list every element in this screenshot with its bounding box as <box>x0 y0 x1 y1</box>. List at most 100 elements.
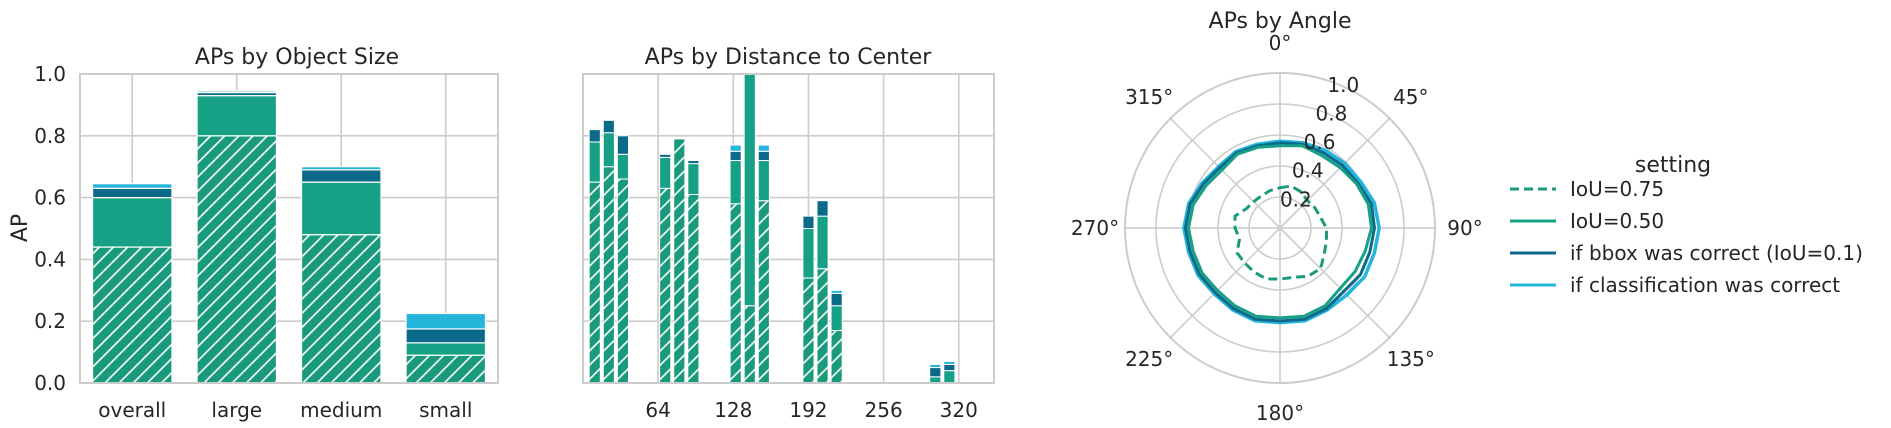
y-tick-label: 0.8 <box>34 124 66 148</box>
bar-medium-0 <box>300 234 382 384</box>
polar-r-label: 0.8 <box>1316 101 1348 125</box>
bar-dist-94-0 <box>687 194 700 384</box>
polar-spoke <box>1279 227 1391 339</box>
bar-dist-130-3 <box>729 144 742 152</box>
polar-spoke <box>1169 117 1281 229</box>
polar-series-1 <box>1187 144 1373 320</box>
x-tick-label: 320 <box>940 398 978 422</box>
polar-angle-label: 0° <box>1269 31 1292 55</box>
bar-dist-70-0 <box>659 187 672 384</box>
bar-small-0 <box>405 354 487 384</box>
polar-series-2 <box>1184 141 1376 323</box>
x-tick-label: 64 <box>645 398 670 422</box>
chart-distance-center: APs by Distance to Center 64 128 192 256 320 <box>582 45 995 422</box>
y-tick-label: 1.0 <box>34 62 66 86</box>
axes-frame <box>582 73 995 384</box>
bar-dist-130-2 <box>729 150 742 162</box>
bar-medium-1 <box>300 181 382 236</box>
bar-dist-312-1 <box>943 370 956 384</box>
legend-title: setting <box>1635 153 1711 178</box>
bar-overall-3 <box>91 183 173 189</box>
bar-overall-2 <box>91 187 173 199</box>
bar-dist-22-0 <box>602 166 615 384</box>
polar-angle-label: 45° <box>1393 85 1428 109</box>
bar-large-3 <box>196 90 278 94</box>
bar-dist-216-3 <box>830 289 843 294</box>
polar-series-0 <box>1233 184 1328 281</box>
bar-overall-0 <box>91 246 173 384</box>
bar-dist-216-2 <box>830 292 843 307</box>
polar-angle-label: 270° <box>1071 216 1119 240</box>
x-tick-label: small <box>419 398 472 422</box>
bar-large-0 <box>196 135 278 384</box>
chart-object-size-ylabel: AP <box>8 214 33 242</box>
bar-overall-1 <box>91 197 173 248</box>
bar-dist-154-1 <box>757 160 770 202</box>
x-tick-label: 256 <box>865 398 903 422</box>
bar-dist-192-2 <box>802 215 815 229</box>
x-tick-label: large <box>211 398 262 422</box>
polar-angle-label: 90° <box>1447 216 1482 240</box>
x-tick-label: medium <box>300 398 382 422</box>
y-tick-label: 0.0 <box>34 371 66 395</box>
bar-dist-34-0 <box>616 178 630 384</box>
bar-dist-142-0 <box>743 305 756 384</box>
bar-small-3 <box>405 312 487 330</box>
polar-angle-label: 315° <box>1125 85 1173 109</box>
legend: setting IoU=0.75 IoU=0.50 if bbox was corr… <box>1510 153 1863 297</box>
x-tick-label: 128 <box>714 398 752 422</box>
bar-dist-312-3 <box>943 360 956 365</box>
bar-dist-130-1 <box>729 160 742 205</box>
chart-angle-title: APs by Angle <box>1209 9 1352 34</box>
bar-dist-22-1 <box>602 132 615 168</box>
legend-label-0: IoU=0.75 <box>1570 177 1664 201</box>
polar-angle-label: 135° <box>1387 347 1435 371</box>
y-tick-label: 0.4 <box>34 247 66 271</box>
bar-small-1 <box>405 342 487 356</box>
chart-object-size-title: APs by Object Size <box>195 45 399 70</box>
bar-medium-3 <box>300 166 382 171</box>
polar-angle-label: 180° <box>1256 401 1304 425</box>
polar-r-label: 0.2 <box>1280 187 1312 211</box>
bar-dist-22-2 <box>602 119 615 134</box>
bar-small-2 <box>405 328 487 344</box>
bar-dist-192-1 <box>802 228 815 279</box>
polar-r-label: 0.6 <box>1304 130 1336 154</box>
bar-dist-216-0 <box>830 329 843 384</box>
bar-dist-34-2 <box>616 135 630 155</box>
polar-r-label: 0.4 <box>1292 159 1324 183</box>
bar-dist-154-0 <box>757 200 770 384</box>
bar-dist-300-2 <box>929 367 942 378</box>
legend-label-1: IoU=0.50 <box>1570 209 1664 233</box>
polar-series-3 <box>1182 139 1381 325</box>
chart-angle-polar: APs by Angle 0.2 0.4 0.6 0.8 1.0 0° 45° 90° 135°… <box>1071 9 1483 425</box>
bar-dist-300-3 <box>929 363 942 369</box>
bar-dist-130-0 <box>729 203 742 384</box>
bar-dist-142-1 <box>743 73 756 307</box>
bar-dist-204-1 <box>816 215 829 270</box>
bar-large-1 <box>196 95 278 137</box>
bar-dist-70-1 <box>659 156 672 189</box>
y-tick-label: 0.6 <box>34 186 66 210</box>
polar-r-label: 1.0 <box>1327 73 1359 97</box>
axes-frame <box>79 73 499 384</box>
legend-label-2: if bbox was correct (IoU=0.1) <box>1570 241 1863 265</box>
legend-label-3: if classification was correct <box>1570 273 1840 297</box>
bar-dist-154-2 <box>757 150 770 162</box>
bar-medium-2 <box>300 169 382 183</box>
polar-spoke <box>1279 117 1391 229</box>
x-tick-label: overall <box>98 398 166 422</box>
bar-dist-154-3 <box>757 144 770 152</box>
bar-dist-82-0 <box>673 138 686 384</box>
bar-dist-192-0 <box>802 277 815 384</box>
bar-dist-34-1 <box>616 153 630 180</box>
bar-dist-312-2 <box>943 363 956 372</box>
x-tick-label: 192 <box>789 398 827 422</box>
polar-angle-label: 225° <box>1125 347 1173 371</box>
bar-dist-94-2 <box>687 160 700 165</box>
bar-dist-10-0 <box>588 181 601 384</box>
polar-spoke <box>1169 227 1281 339</box>
bar-dist-204-2 <box>816 200 829 217</box>
bar-dist-204-0 <box>816 268 829 384</box>
bar-dist-10-2 <box>588 129 601 143</box>
